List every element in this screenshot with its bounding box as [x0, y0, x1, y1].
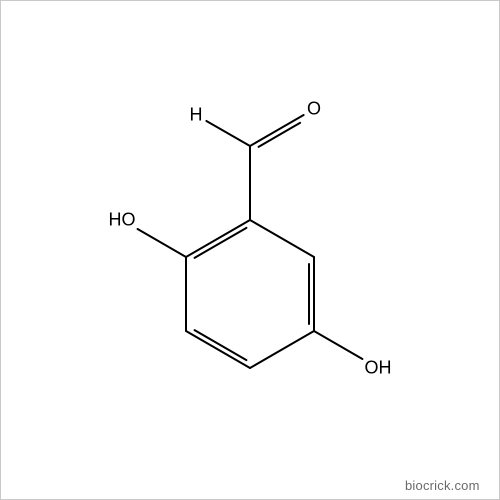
atom-O10: HO [109, 210, 136, 231]
bond-layer [0, 0, 500, 500]
atom-O8: O [307, 99, 321, 120]
molecule-canvas: OHHOOH biocrick.com [0, 0, 500, 500]
atom-O11: OH [365, 358, 392, 379]
atom-H9: H [190, 105, 203, 126]
watermark-text: biocrick.com [405, 478, 480, 493]
